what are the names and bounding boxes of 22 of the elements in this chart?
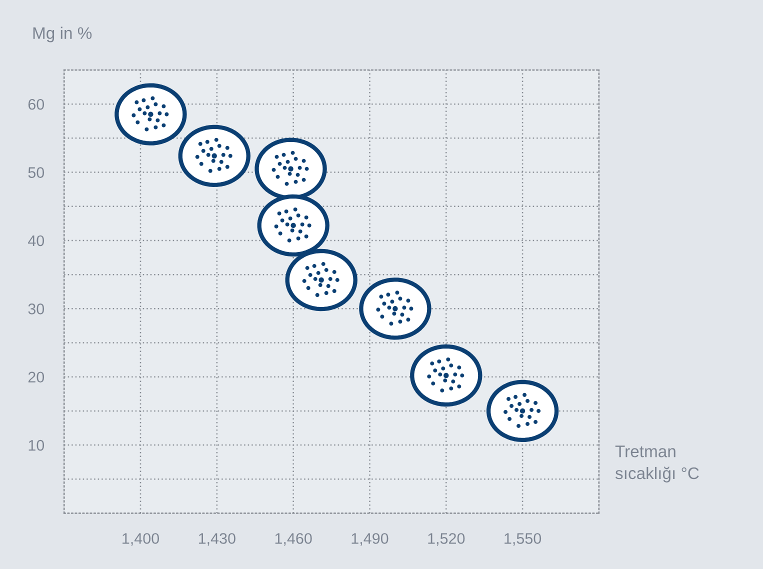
point <box>318 277 324 283</box>
x-tick-label: 1,520 <box>428 533 465 546</box>
x-axis-title: Tretman sıcaklığı °C <box>615 446 699 482</box>
y-tick-label: 60 <box>28 98 44 110</box>
y-tick-label: 50 <box>28 167 44 178</box>
point <box>290 222 296 228</box>
y-tick-label: 10 <box>28 440 44 451</box>
x-tick-label: 1,460 <box>275 533 312 546</box>
x-tick-label: 1,550 <box>504 533 542 546</box>
point <box>520 408 526 414</box>
point <box>392 306 398 312</box>
x-tick-label: 1,430 <box>198 533 236 546</box>
point <box>288 166 294 172</box>
x-tick-label: 1,400 <box>122 533 160 546</box>
point <box>212 153 217 159</box>
y-tick-label: 30 <box>28 304 44 314</box>
x-tick-label: 1,490 <box>352 533 388 546</box>
y-axis-title: Mg in % <box>33 26 92 42</box>
y-tick-label: 40 <box>28 235 44 246</box>
point <box>148 112 154 117</box>
point <box>444 372 449 378</box>
y-tick-label: 20 <box>28 372 44 383</box>
